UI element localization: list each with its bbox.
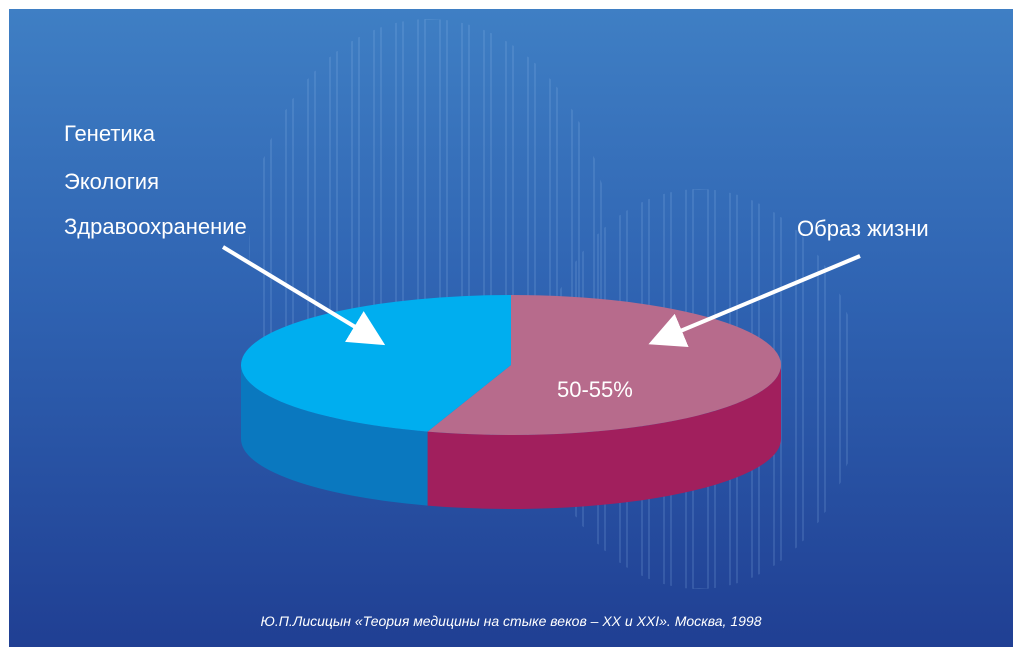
deco-stripe: [380, 19, 397, 479]
pie-slice-side-0: [427, 365, 781, 509]
slide: Генетика Экология Здравоохранение Образ …: [9, 9, 1013, 647]
deco-stripe: [249, 19, 265, 479]
pie-slice-0: [427, 295, 781, 435]
deco-stripe: [512, 19, 529, 479]
deco-stripe: [578, 19, 595, 479]
deco-stripe: [292, 19, 309, 479]
deco-stripe: [270, 19, 287, 479]
deco-stripe: [824, 189, 841, 589]
pie-chart: [221, 245, 861, 509]
pie-slice-1: [241, 295, 511, 432]
deco-stripe: [846, 189, 859, 589]
deco-stripe: [600, 19, 609, 479]
deco-stripe: [402, 19, 419, 479]
lifestyle-label: Образ жизни: [797, 216, 929, 241]
left-arrow: [221, 245, 386, 346]
deco-stripe: [490, 19, 507, 479]
factor-ecology-label: Экология: [64, 169, 159, 194]
source-citation: Ю.П.Лисицын «Теория медицины на стыке ве…: [260, 613, 762, 629]
deco-stripe: [336, 19, 353, 479]
deco-stripe: [446, 19, 463, 479]
deco-stripe: [802, 189, 819, 589]
right-arrow: [648, 254, 861, 348]
factor-healthcare-label: Здравоохранение: [64, 214, 247, 239]
deco-stripe: [314, 19, 331, 479]
deco-stripe: [358, 19, 375, 479]
deco-stripe: [534, 19, 551, 479]
deco-stripe: [468, 19, 485, 479]
deco-stripe: [424, 19, 441, 479]
deco-stripe: [556, 19, 573, 479]
factor-genetics-label: Генетика: [64, 121, 156, 146]
pie-slice-side-1: [241, 365, 428, 506]
slice-value-label: 50-55%: [557, 377, 633, 402]
